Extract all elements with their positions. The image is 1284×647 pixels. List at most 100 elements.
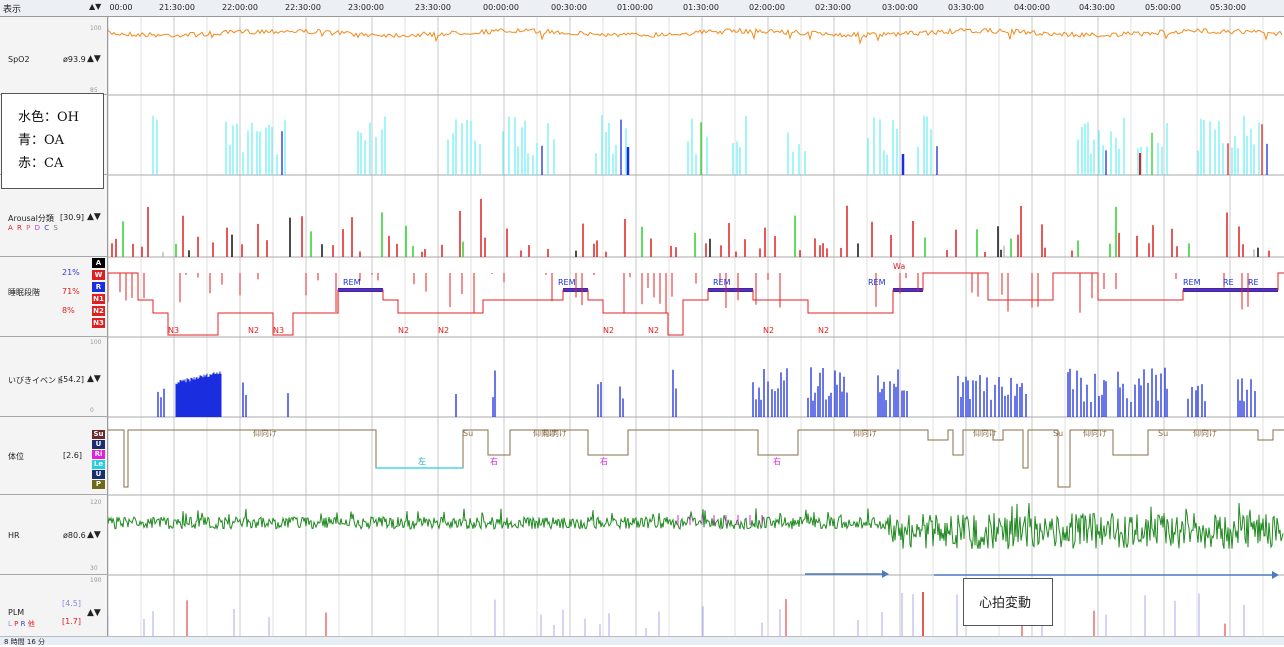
time-axis[interactable]: 00:00 21:30:00 22:00:00 22:30:00 23:00:00 23:…: [108, 0, 1284, 17]
plm-value-top: [4.5]: [62, 599, 81, 608]
sleep-stage-row-label[interactable]: 睡眠段階 21% 71% 8% A W R N1 N2 N3: [0, 257, 108, 337]
stage-label: N2: [818, 326, 829, 335]
hr-value: ø80.6: [63, 531, 86, 540]
time-tick-label: 23:30:00: [415, 3, 451, 12]
sleep-stage-label: 睡眠段階: [8, 288, 40, 297]
arousal-scale-arrows[interactable]: ▲▼: [87, 212, 101, 222]
hr-scale-bottom: 30: [90, 565, 98, 572]
stage-label: N3: [168, 326, 179, 335]
stage-label: REM: [713, 278, 731, 287]
arousal-label: Arousal分類: [8, 214, 54, 223]
pos-badge-le: Le: [92, 460, 105, 469]
plm-scale-arrows[interactable]: ▲▼: [87, 608, 101, 618]
plm-value-bottom: [1.7]: [62, 617, 81, 626]
hrv-annotation-box: 心拍変動: [963, 578, 1053, 626]
pos-badge-u2: U: [92, 470, 105, 479]
arousal-value: [30.9]: [60, 213, 85, 222]
legend-oa: 青：OA: [18, 133, 65, 148]
time-tick-label: 02:30:00: [815, 3, 851, 12]
hrv-annotation-text: 心拍変動: [979, 596, 1032, 611]
stage-badge-w: W: [92, 270, 105, 280]
time-tick-label: 23:00:00: [348, 3, 384, 12]
hypnogram-line: [108, 272, 1284, 336]
stage-label: N3: [273, 326, 284, 335]
hr-line: [108, 502, 1284, 550]
position-label: 仰向け: [253, 428, 277, 438]
time-tick-label: 02:00:00: [749, 3, 785, 12]
hr-scale-arrows[interactable]: ▲▼: [87, 530, 101, 540]
recording-duration: 8 時間 16 分: [4, 638, 46, 646]
position-row-label[interactable]: 体位 [2.6] Su U Ri Le U P: [0, 417, 108, 495]
arrow-head: [882, 570, 889, 578]
position-label: 体位: [8, 452, 24, 461]
position-label: 仰向け: [543, 428, 567, 438]
event-color-legend: 水色：OH 青：OA 赤：CA: [1, 93, 104, 189]
plm-legend: L P R 他: [8, 620, 35, 628]
position-label: 仰向け: [1193, 428, 1217, 438]
time-tick-label: 05:00:00: [1145, 3, 1181, 12]
body-position-trace: 仰向け 仰向け左右右右仰向け 仰向けSu 仰向け 仰向け 仰向けSu Su: [108, 428, 1284, 488]
spo2-label: SpO2: [8, 55, 30, 64]
snore-scale-bottom: 0: [90, 407, 94, 414]
stage-label: RE: [1223, 278, 1234, 287]
time-tick-label: 00:30:00: [551, 3, 587, 12]
plm-row-label[interactable]: PLM [4.5] [1.7] ▲▼ 190 L P R 他: [0, 575, 108, 636]
position-label: 仰向け: [853, 428, 877, 438]
stage-badge-r: R: [92, 282, 105, 292]
time-tick-label: 21:30:00: [159, 3, 195, 12]
position-label: 右: [490, 456, 498, 466]
position-label: 右: [773, 456, 781, 466]
time-tick-label: 04:00:00: [1014, 3, 1050, 12]
position-line: [108, 429, 1284, 488]
time-tick-label: 00:00: [109, 3, 133, 12]
time-tick-label: 01:00:00: [617, 3, 653, 12]
hr-label: HR: [8, 531, 20, 540]
arousal-row-label[interactable]: Arousal分類 [30.9] ▲▼ A R P D C S: [0, 175, 108, 257]
spo2-row-label[interactable]: SpO2 ø93.9 ▲▼ 100 85: [0, 17, 108, 95]
plm-label: PLM: [8, 608, 25, 617]
snore-scale-arrows[interactable]: ▲▼: [87, 374, 101, 384]
pos-badge-p: P: [92, 480, 105, 489]
snore-events: [157, 367, 1256, 417]
stage-label: N2: [438, 326, 449, 335]
snore-row-label[interactable]: いびきイベント [54.2] ▲▼ 100 0: [0, 337, 108, 417]
stage-label: N2: [603, 326, 614, 335]
stage-badge-n1: N1: [92, 294, 105, 304]
spo2-scale-arrows[interactable]: ▲▼: [87, 54, 101, 64]
status-bar: 8 時間 16 分: [0, 636, 1284, 646]
time-tick-label: 05:30:00: [1210, 3, 1246, 12]
stage-label: N2: [648, 326, 659, 335]
stage-label: REM: [1183, 278, 1201, 287]
stage-label: N2: [763, 326, 774, 335]
spo2-trace: [108, 27, 1283, 46]
position-label: Su: [1053, 429, 1063, 438]
sleep-pct-low: 8%: [62, 306, 75, 315]
stage-label: N2: [248, 326, 259, 335]
time-tick-label: 01:30:00: [683, 3, 719, 12]
sleep-pct-rem: 21%: [62, 268, 80, 277]
stage-label: N2: [398, 326, 409, 335]
position-label: 仰向け: [973, 428, 997, 438]
stage-badge-a: A: [92, 258, 105, 268]
snore-scale-top: 100: [90, 339, 102, 346]
pos-badge-u1: U: [92, 440, 105, 449]
stage-badge-n2: N2: [92, 306, 105, 316]
snore-value: [54.2]: [60, 375, 85, 384]
spo2-value: ø93.9: [63, 55, 86, 64]
position-value: [2.6]: [63, 451, 82, 460]
annotation-arrows: [805, 570, 1279, 579]
snore-label: いびきイベント: [8, 376, 64, 385]
arousal-events: [111, 198, 1270, 257]
pos-badge-ri: Ri: [92, 450, 105, 459]
spo2-scale-top: 100: [90, 25, 102, 32]
time-tick-label: 22:00:00: [222, 3, 258, 12]
legend-ca: 赤：CA: [18, 156, 64, 171]
time-gridlines: [108, 17, 1264, 636]
header-sort-arrows[interactable]: ▲▼: [89, 2, 102, 11]
hr-row-label[interactable]: HR ø80.6 ▲▼ 120 30: [0, 495, 108, 575]
plm-events: [108, 592, 1245, 636]
stage-label: RE: [1248, 278, 1259, 287]
hr-trace: [108, 502, 1284, 550]
display-header: 表示 ▲▼: [0, 0, 108, 17]
